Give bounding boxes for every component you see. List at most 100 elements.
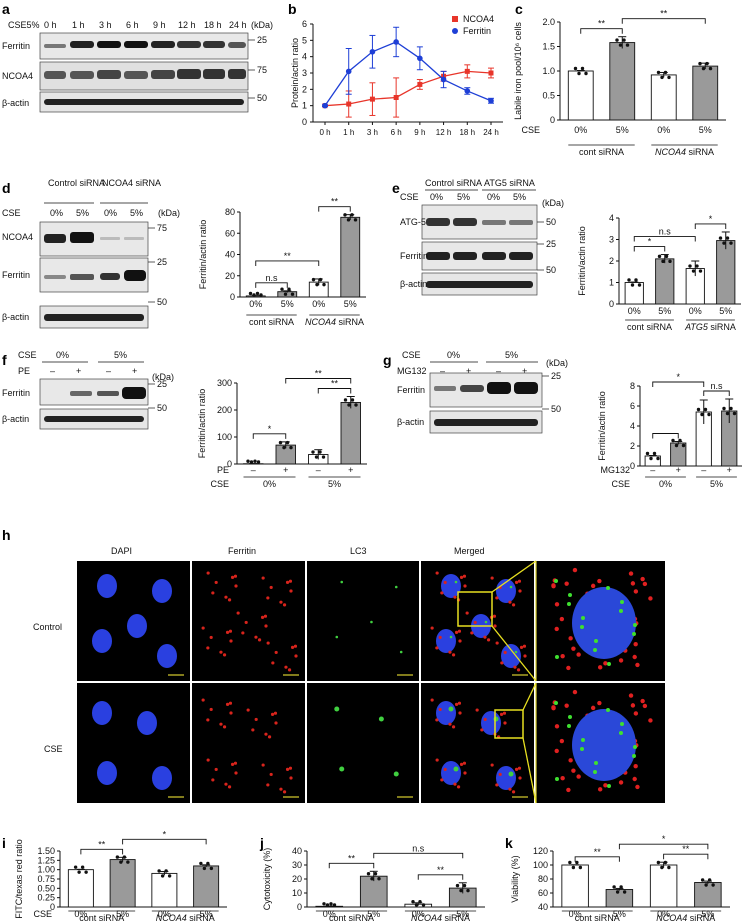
bar: [359, 875, 388, 908]
data-point: [440, 76, 447, 83]
y-tick-label: 20: [292, 874, 302, 884]
data-point: [663, 860, 668, 865]
significance-label: *: [648, 237, 652, 247]
ferritin-signal: [572, 567, 578, 573]
ferritin-signal: [211, 778, 215, 782]
ferritin-signal: [206, 758, 210, 762]
ferritin-signal: [233, 574, 238, 578]
significance-bracket: [703, 390, 730, 396]
ferritin-signal: [463, 771, 467, 775]
lc3-signal: [335, 635, 339, 639]
ferritin-signal: [508, 787, 512, 791]
ferritin-signal: [289, 589, 293, 593]
significance-bracket: [621, 18, 706, 24]
nucleus: [572, 587, 636, 659]
data-point: [414, 903, 419, 907]
bar: [561, 864, 589, 908]
group-label: cont siRNA: [329, 913, 374, 923]
y-tick-label: 1.25: [37, 855, 55, 865]
cse-label: CSE: [210, 479, 229, 489]
ferritin-signal: [453, 782, 457, 786]
x-tick-label: 18 h: [459, 128, 475, 137]
data-point: [256, 460, 261, 464]
mg132-label: MG132: [397, 366, 427, 376]
significance-bracket: [318, 206, 351, 212]
x-tick-label: 5%: [658, 306, 671, 316]
ferritin-signal: [236, 611, 240, 615]
pe-sign: +: [132, 366, 137, 376]
data-point: [571, 865, 576, 870]
significance-bracket: [618, 843, 709, 850]
panel-letter-b: b: [288, 1, 297, 17]
x-tick-label: 1 h: [343, 128, 354, 137]
ferritin-signal: [260, 615, 265, 619]
ferritin-signal: [632, 654, 637, 660]
x-tick-label: –: [650, 465, 655, 475]
bar: [609, 42, 636, 121]
y-tick-label: 4: [609, 213, 614, 223]
ferritin-signal: [642, 703, 648, 709]
ferritin-signal: [483, 635, 487, 639]
significance-label: *: [709, 214, 713, 224]
x-tick-label: –: [316, 465, 321, 475]
significance-label: *: [163, 829, 167, 839]
data-point: [462, 883, 467, 888]
ferritin-signal: [499, 712, 504, 716]
ferritin-signal: [490, 763, 494, 767]
group-label: cont siRNA: [575, 913, 620, 923]
significance-label: **: [331, 379, 339, 389]
ferritin-signal: [270, 712, 275, 716]
ferritin-signal: [630, 581, 636, 586]
nucleus: [496, 766, 516, 790]
conc-label: 5%: [76, 208, 89, 218]
significance-label: *: [268, 424, 272, 434]
ferritin-signal: [560, 653, 565, 659]
data-point: [164, 869, 168, 873]
kda-marker: 50: [157, 403, 167, 413]
significance-label: **: [437, 865, 445, 875]
ferritin-signal: [490, 576, 494, 580]
ferritin-signal: [266, 641, 270, 645]
ferritin-signal: [462, 761, 467, 765]
ferritin-signal: [635, 662, 640, 668]
y-tick-label: 0: [302, 117, 307, 127]
significance-label: **: [682, 844, 690, 854]
significance-bracket: [580, 28, 623, 34]
ferritin-signal: [576, 774, 581, 779]
ferritin-signal: [640, 576, 645, 582]
y-axis-label: Viability (%): [510, 855, 520, 902]
x-tick-label: –: [701, 465, 706, 475]
ferritin-signal: [492, 614, 497, 618]
conc-label: 0%: [104, 208, 117, 218]
cse-label: CSE: [611, 479, 630, 489]
nucleus: [157, 644, 177, 668]
x-tick-label: 5%: [701, 909, 714, 919]
y-tick-label: 1.0: [542, 66, 555, 76]
ferritin-signal: [435, 758, 439, 762]
ferritin-signal: [222, 725, 227, 729]
data-point: [671, 438, 675, 443]
data-point: [122, 855, 127, 859]
cse-label: CSE: [33, 909, 52, 919]
blot-ferritin: [39, 32, 249, 60]
ferritin-signal: [590, 583, 596, 589]
ferritin-signal: [630, 703, 636, 708]
data-point: [688, 264, 692, 268]
y-tick-label: 5: [302, 35, 307, 45]
time-label: 24 h: [229, 20, 247, 30]
lc3-signal: [340, 580, 344, 584]
ferritin-signal: [230, 575, 235, 579]
ferritin-signal: [513, 665, 517, 669]
ferritin-signal: [294, 654, 298, 658]
nucleus: [137, 711, 157, 735]
ferritin-signal: [511, 790, 516, 794]
data-point: [345, 68, 352, 75]
data-point: [656, 456, 660, 461]
y-tick-label: 0.75: [37, 874, 55, 884]
data-point: [708, 66, 713, 71]
ferritin-signal: [228, 629, 233, 633]
data-point: [209, 866, 214, 871]
ferritin-signal: [290, 645, 295, 649]
data-point: [630, 283, 635, 287]
ferritin-signal: [597, 787, 603, 792]
